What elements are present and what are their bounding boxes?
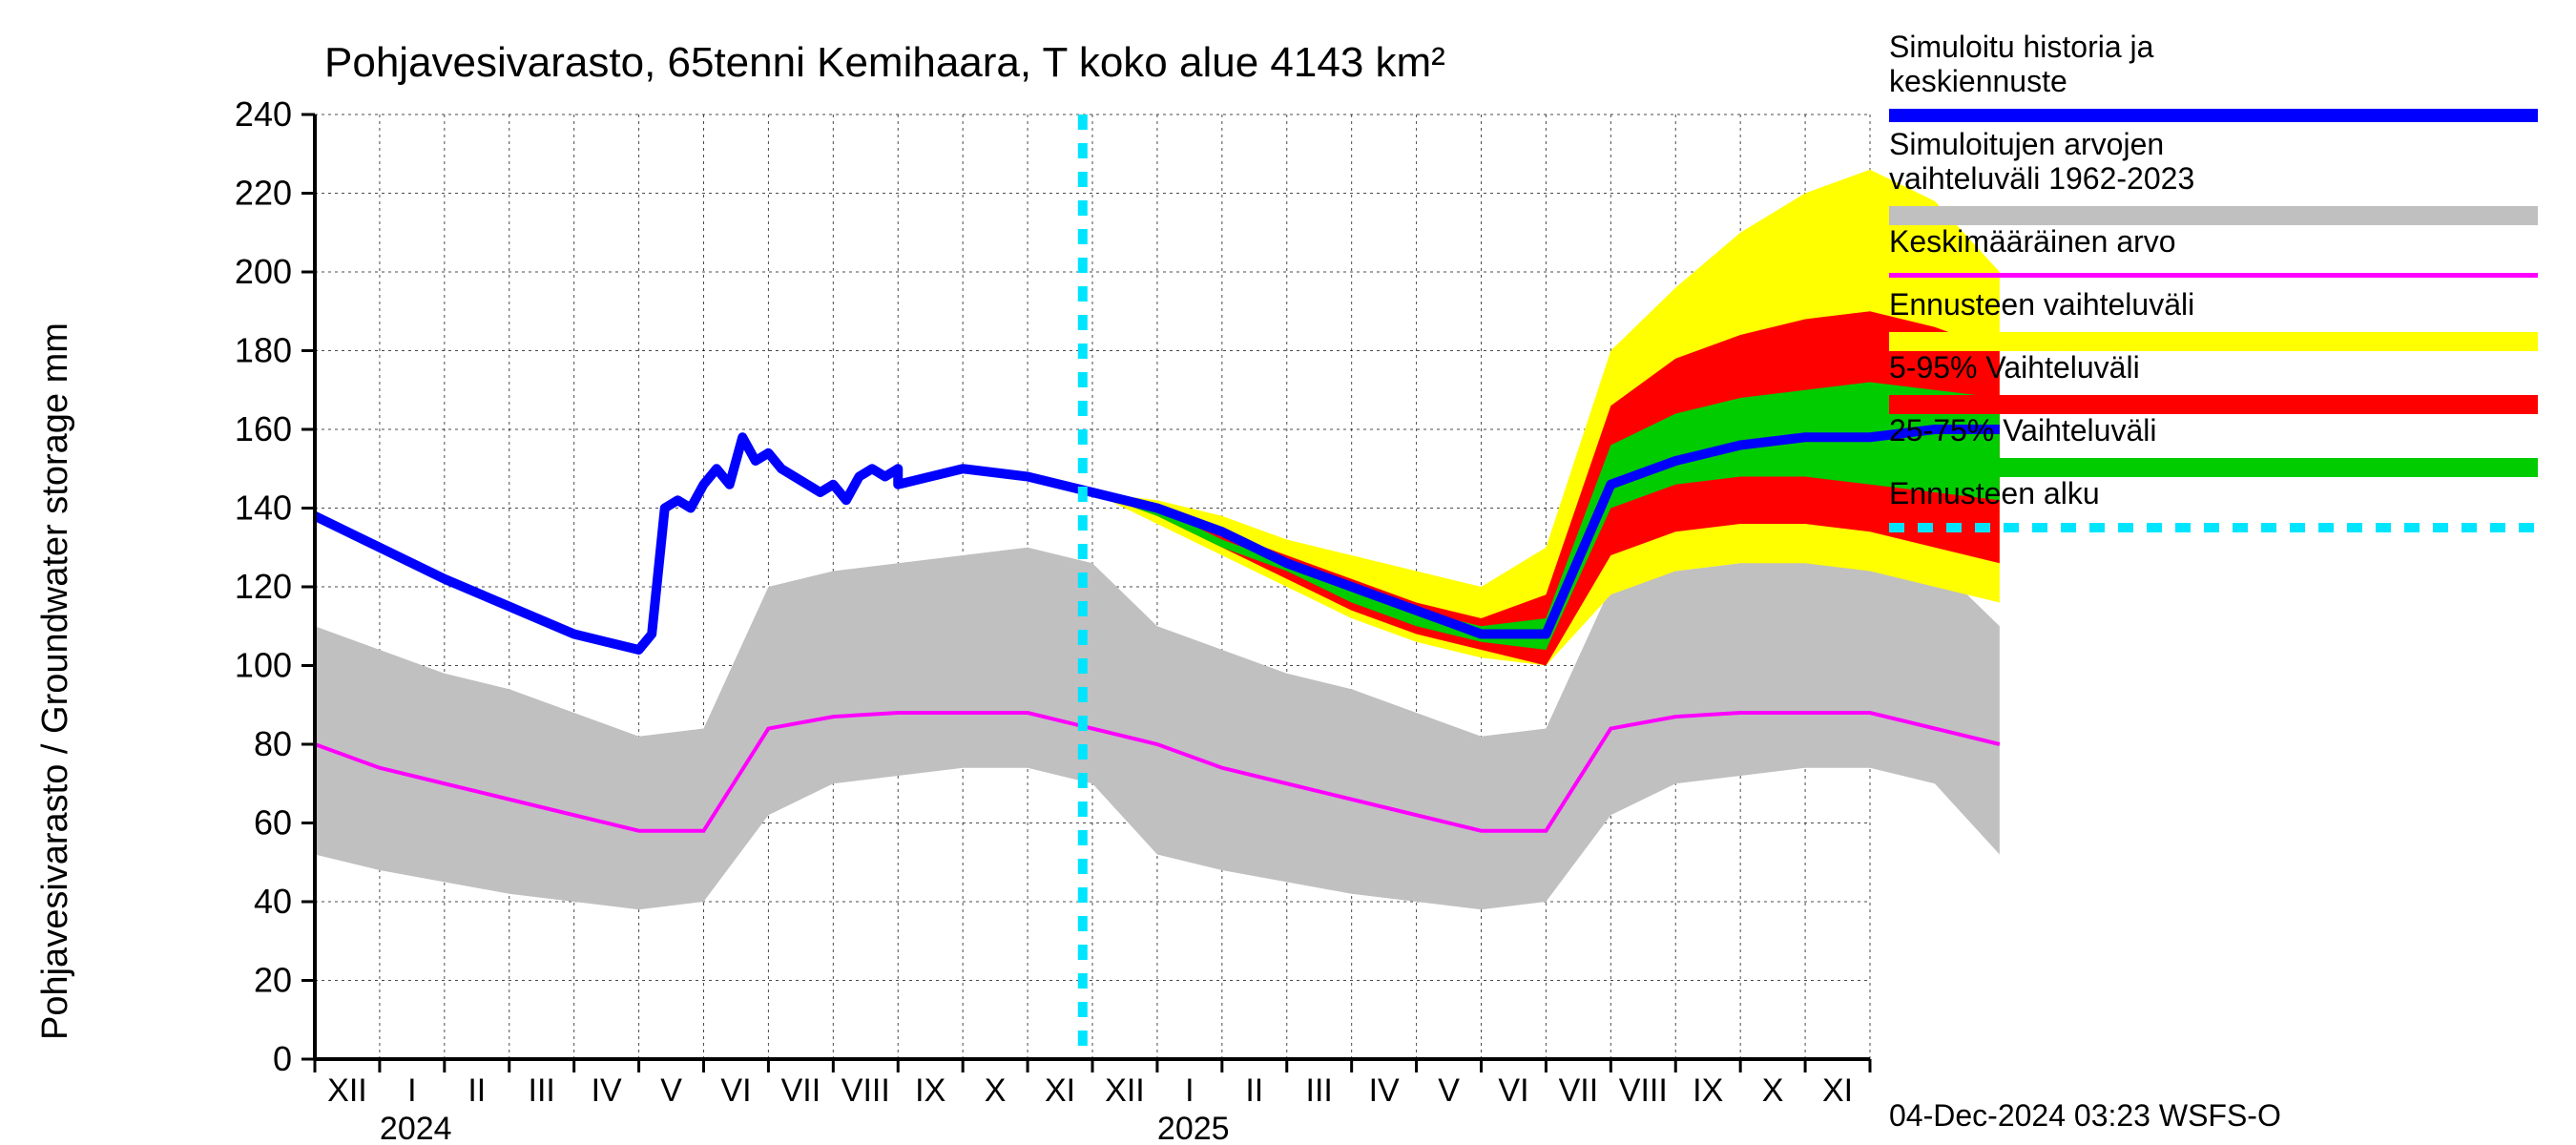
x-tick-label: IX xyxy=(915,1072,945,1109)
x-tick-label: X xyxy=(1762,1072,1784,1109)
footer-timestamp: 04-Dec-2024 03:23 WSFS-O xyxy=(1889,1098,2281,1133)
legend-swatch-blue xyxy=(1889,109,2538,122)
y-tick-label: 40 xyxy=(254,882,292,921)
legend-label: 25-75% Vaihteluväli xyxy=(1889,413,2156,448)
x-tick-label: VII xyxy=(1559,1072,1599,1109)
x-tick-label: VII xyxy=(781,1072,821,1109)
legend-swatch-gray xyxy=(1889,206,2538,225)
x-tick-label: VIII xyxy=(841,1072,890,1109)
y-tick-label: 60 xyxy=(254,803,292,843)
y-tick-label: 200 xyxy=(235,252,292,291)
y-axis-label: Pohjavesivarasto / Groundwater storage m… xyxy=(35,323,75,1040)
y-tick-label: 160 xyxy=(235,409,292,448)
x-tick-label: VIII xyxy=(1619,1072,1668,1109)
x-tick-label: II xyxy=(1245,1072,1263,1109)
legend-label: Ennusteen vaihteluväli xyxy=(1889,287,2194,322)
x-tick-label: VI xyxy=(720,1072,751,1109)
x-tick-label: XI xyxy=(1822,1072,1853,1109)
x-tick-label: III xyxy=(529,1072,555,1109)
legend-label: vaihteluväli 1962-2023 xyxy=(1889,161,2194,196)
x-tick-label: VI xyxy=(1498,1072,1528,1109)
x-year-label: 2024 xyxy=(380,1111,452,1145)
x-year-label: 2025 xyxy=(1157,1111,1230,1145)
y-tick-label: 80 xyxy=(254,724,292,763)
x-tick-label: X xyxy=(985,1072,1007,1109)
y-tick-label: 0 xyxy=(273,1039,292,1078)
y-tick-label: 180 xyxy=(235,331,292,370)
x-tick-label: XII xyxy=(1105,1072,1145,1109)
chart-container: 020406080100120140160180200220240XIIIIII… xyxy=(0,0,2576,1145)
x-tick-label: IV xyxy=(1369,1072,1400,1109)
chart-svg: 020406080100120140160180200220240XIIIIII… xyxy=(0,0,2576,1145)
legend-swatch-green xyxy=(1889,458,2538,477)
x-tick-label: IX xyxy=(1693,1072,1723,1109)
legend-label: Ennusteen alku xyxy=(1889,476,2100,510)
x-tick-label: IV xyxy=(592,1072,622,1109)
legend-label: Simuloitu historia ja xyxy=(1889,30,2154,64)
legend-label: Keskimääräinen arvo xyxy=(1889,224,2176,259)
legend-label: Simuloitujen arvojen xyxy=(1889,127,2164,161)
x-tick-label: V xyxy=(1438,1072,1460,1109)
legend-swatch-red xyxy=(1889,395,2538,414)
y-tick-label: 140 xyxy=(235,489,292,528)
y-tick-label: 120 xyxy=(235,567,292,606)
x-tick-label: I xyxy=(407,1072,416,1109)
y-tick-label: 20 xyxy=(254,961,292,1000)
x-tick-label: V xyxy=(660,1072,682,1109)
y-tick-label: 220 xyxy=(235,174,292,213)
x-tick-label: I xyxy=(1185,1072,1194,1109)
legend-swatch-yellow xyxy=(1889,332,2538,351)
chart-title: Pohjavesivarasto, 65tenni Kemihaara, T k… xyxy=(324,39,1445,86)
y-tick-label: 100 xyxy=(235,646,292,685)
x-tick-label: XII xyxy=(327,1072,367,1109)
y-tick-label: 240 xyxy=(235,94,292,134)
x-tick-label: II xyxy=(467,1072,486,1109)
legend-label: keskiennuste xyxy=(1889,64,2067,98)
legend-swatch-magenta xyxy=(1889,273,2538,278)
legend-label: 5-95% Vaihteluväli xyxy=(1889,350,2140,385)
x-tick-label: XI xyxy=(1045,1072,1075,1109)
x-tick-label: III xyxy=(1306,1072,1333,1109)
